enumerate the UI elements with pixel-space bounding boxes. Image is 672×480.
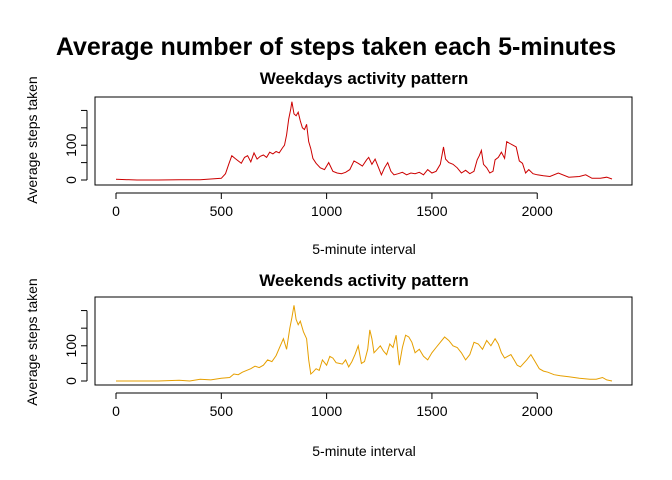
weekdays-y-axis-label: Average steps taken <box>24 76 40 203</box>
weekdays-y-axis: 0 100 <box>63 109 88 184</box>
weekends-x-tick-label: 1500 <box>416 403 447 419</box>
weekdays-y-tick-label: 0 <box>63 176 79 184</box>
weekends-x-tick-label: 500 <box>210 403 234 419</box>
weekends-y-tick-label: 100 <box>63 334 79 358</box>
weekends-panel: Weekends activity pattern 0 500 1000 1500 20… <box>24 271 633 459</box>
weekends-plot-frame <box>94 296 633 386</box>
weekends-series-line <box>116 305 613 382</box>
weekdays-x-tick-label: 500 <box>210 203 234 219</box>
weekdays-y-tick-label: 100 <box>63 133 79 157</box>
weekends-panel-title: Weekends activity pattern <box>259 271 468 290</box>
weekends-x-axis-label: 5-minute interval <box>312 443 416 459</box>
weekdays-panel: Weekdays activity pattern 0 500 1000 1500 20… <box>24 69 633 257</box>
figure-title: Average number of steps taken each 5-min… <box>56 33 616 61</box>
weekends-x-axis: 0 500 1000 1500 2000 <box>112 392 553 419</box>
weekdays-x-axis: 0 500 1000 1500 2000 <box>112 192 553 219</box>
weekdays-series-line <box>115 101 613 181</box>
weekdays-x-tick-label: 2000 <box>522 203 553 219</box>
weekdays-x-tick-label: 1000 <box>311 203 342 219</box>
weekends-x-tick-label: 0 <box>112 403 120 419</box>
weekdays-x-axis-label: 5-minute interval <box>312 241 416 257</box>
weekends-y-axis-label: Average steps taken <box>24 278 40 405</box>
weekends-x-tick-label: 2000 <box>522 403 553 419</box>
weekdays-plot-frame <box>94 96 633 186</box>
weekdays-x-tick-label: 1500 <box>416 203 447 219</box>
weekends-y-axis: 0 100 <box>63 310 88 385</box>
weekends-y-tick-label: 0 <box>63 377 79 385</box>
weekdays-x-tick-label: 0 <box>112 203 120 219</box>
weekends-x-tick-label: 1000 <box>311 403 342 419</box>
weekdays-panel-title: Weekdays activity pattern <box>260 69 469 88</box>
